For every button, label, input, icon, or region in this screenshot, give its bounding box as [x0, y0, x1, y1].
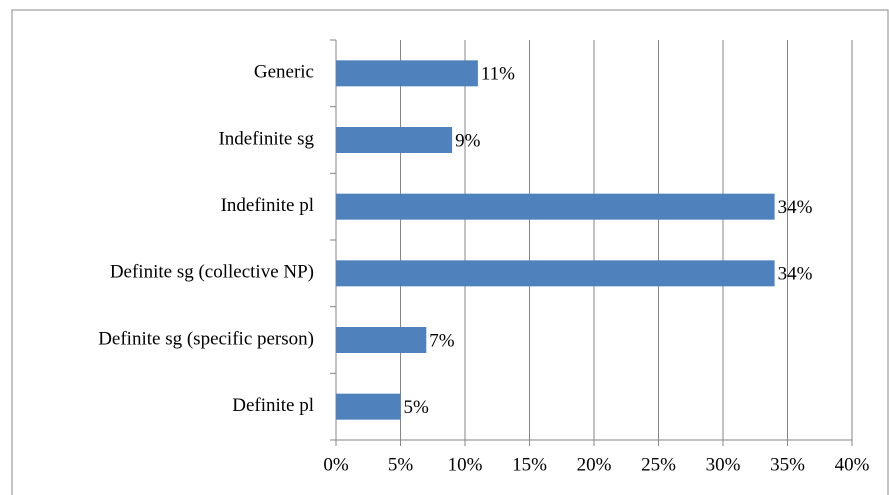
y-tick-label: Definite sg (specific person) [98, 328, 314, 349]
x-tick-label: 30% [706, 454, 741, 475]
data-label: 5% [404, 397, 430, 418]
x-tick-label: 15% [512, 454, 547, 475]
y-tick-label: Generic [254, 62, 314, 83]
data-label: 7% [429, 330, 455, 351]
x-tick-label: 35% [770, 454, 805, 475]
bar [336, 260, 775, 287]
data-label: 9% [455, 130, 481, 151]
x-tick-label: 0% [323, 454, 349, 475]
x-tick-label: 10% [448, 454, 483, 475]
bar [336, 327, 427, 353]
bar [336, 193, 775, 220]
data-label: 34% [778, 264, 813, 285]
x-tick-label: 25% [641, 454, 676, 475]
data-label: 11% [481, 64, 515, 85]
x-tick-label: 5% [388, 454, 414, 475]
y-tick-label: Indefinite pl [221, 195, 314, 216]
bar [336, 60, 478, 87]
y-tick-label: Indefinite sg [218, 128, 314, 149]
data-label: 34% [778, 197, 813, 218]
x-tick-label: 40% [835, 454, 870, 475]
y-tick-label: Definite pl [232, 395, 314, 416]
bar [336, 127, 453, 153]
bar [336, 393, 401, 420]
chart-border [11, 9, 889, 495]
y-tick-label: Definite sg (collective NP) [110, 262, 314, 283]
x-tick-label: 20% [577, 454, 612, 475]
